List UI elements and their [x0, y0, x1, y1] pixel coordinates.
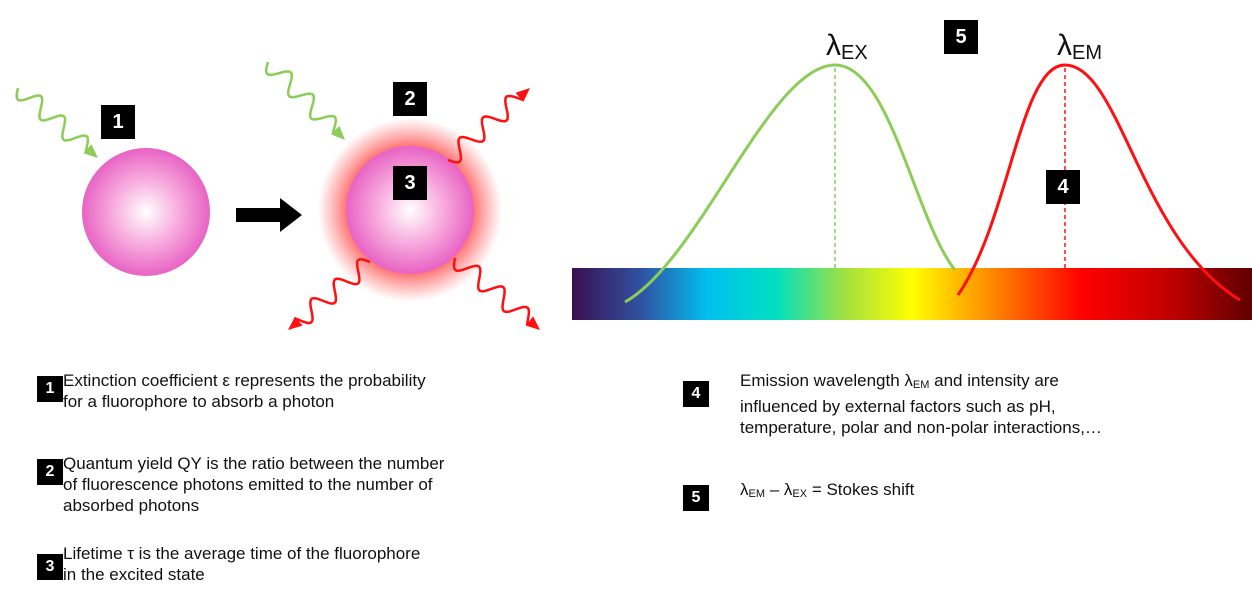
legend-badge: 2 — [37, 459, 63, 485]
excitation-curve — [624, 63, 957, 304]
sphere — [82, 148, 210, 276]
text: Lifetime τ is the average time of the fl… — [63, 544, 421, 563]
text: and intensity are — [929, 371, 1059, 390]
legend-badge: 3 — [37, 554, 63, 580]
text: λ — [740, 480, 749, 499]
photon — [447, 94, 524, 164]
legend-text: λEM – λEX = Stokes shift — [740, 479, 914, 505]
text: absorbed photons — [63, 496, 200, 515]
arrowhead — [288, 316, 303, 330]
arrowhead — [83, 144, 98, 158]
subscript: EX — [841, 42, 868, 64]
arrowhead — [525, 316, 540, 330]
legend-text: Extinction coefficient ε represents the … — [63, 370, 426, 412]
text-line: influenced by external factors such as p… — [740, 396, 1102, 417]
text-line: Emission wavelength λEM and intensity ar… — [740, 370, 1102, 396]
text: Extinction coefficient ε represents the … — [63, 371, 426, 390]
symbol: λ — [826, 29, 841, 62]
legend-badge: 5 — [683, 485, 709, 511]
spectrum — [572, 268, 1252, 320]
badge: 1 — [101, 105, 135, 139]
text-line: in the excited state — [63, 564, 420, 585]
subscript: EM — [748, 488, 766, 500]
peak-label: λEM — [1057, 29, 1102, 64]
subscript: EX — [792, 488, 808, 500]
text-line: temperature, polar and non-polar interac… — [740, 417, 1102, 438]
text-line: Lifetime τ is the average time of the fl… — [63, 543, 420, 564]
badge: 3 — [393, 166, 427, 200]
peak-label: λEX — [826, 29, 868, 64]
text-line: Quantum yield QY is the ratio between th… — [63, 453, 444, 474]
legend-text: Lifetime τ is the average time of the fl… — [63, 543, 420, 585]
legend-text: Emission wavelength λEM and intensity ar… — [740, 370, 1102, 438]
badge: 5 — [944, 20, 978, 54]
text: Quantum yield QY is the ratio between th… — [63, 454, 445, 473]
text: in the excited state — [63, 565, 205, 584]
arrowhead — [330, 125, 345, 140]
text: temperature, polar and non-polar interac… — [740, 418, 1102, 437]
emission-curve — [956, 63, 1241, 302]
badge: 2 — [393, 82, 427, 116]
legend-text: Quantum yield QY is the ratio between th… — [63, 453, 444, 516]
photon — [264, 61, 338, 134]
text-line: for a fluorophore to absorb a photon — [63, 391, 426, 412]
subscript: EM — [912, 379, 930, 391]
sphere — [346, 146, 474, 274]
text: of fluorescence photons emitted to the n… — [63, 475, 433, 494]
text: influenced by external factors such as p… — [740, 397, 1056, 416]
legend-badge: 4 — [683, 381, 709, 407]
badge: 4 — [1046, 170, 1080, 204]
text: = Stokes shift — [807, 480, 915, 499]
text-line: absorbed photons — [63, 495, 444, 516]
arrowhead — [515, 88, 530, 102]
text: – λ — [765, 480, 793, 499]
photon — [452, 257, 531, 325]
arrow — [236, 198, 302, 232]
text-line: λEM – λEX = Stokes shift — [740, 479, 914, 505]
text: for a fluorophore to absorb a photon — [63, 392, 335, 411]
text: Emission wavelength λ — [740, 371, 913, 390]
text-line: of fluorescence photons emitted to the n… — [63, 474, 444, 495]
legend-badge: 1 — [37, 376, 63, 402]
photon — [15, 87, 90, 154]
text-line: Extinction coefficient ε represents the … — [63, 370, 426, 391]
subscript: EM — [1072, 42, 1102, 64]
photon — [294, 258, 371, 325]
symbol: λ — [1057, 29, 1072, 62]
